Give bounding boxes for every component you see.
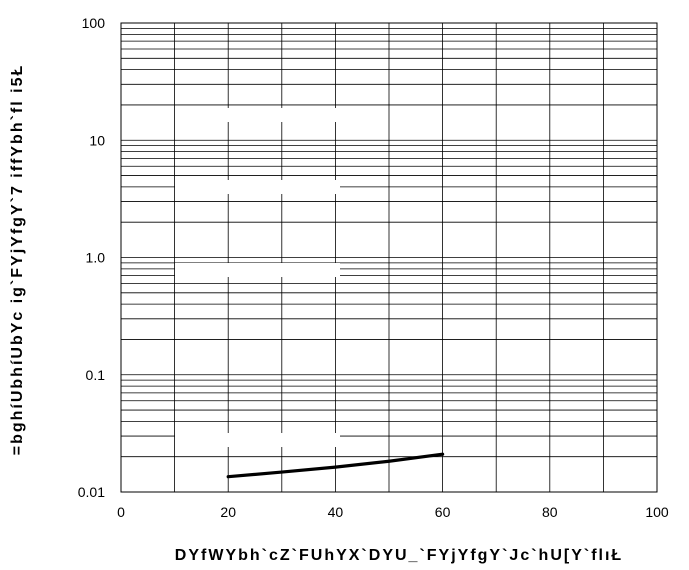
series-group (226, 452, 445, 479)
watermark-mask (175, 108, 340, 122)
y-axis-title: =bghíUbhíUbYc ig`FYjYfgY`7 iffYbh`fl i5Ł (9, 64, 26, 456)
x-tick-label: 100 (645, 504, 669, 520)
y-tick-label: 0.01 (78, 484, 105, 500)
series-line (226, 452, 445, 479)
watermark-mask (175, 433, 340, 447)
watermark-mask (175, 263, 340, 277)
y-tick-label: 1.0 (86, 250, 106, 266)
y-tick-label: 10 (89, 132, 105, 148)
watermark-masks (175, 108, 340, 447)
watermark-mask (175, 180, 340, 194)
y-tick-label: 0.1 (86, 367, 106, 383)
x-tick-label: 60 (435, 504, 451, 520)
x-axis-title: DYfWYbh`cZ`FUhYX`DYU_`FYjYfgY`Jc`hU[Y`fl… (175, 547, 623, 564)
y-tick-label: 100 (82, 15, 106, 31)
x-tick-label: 0 (117, 504, 125, 520)
x-tick-labels: 0 20 40 60 80 100 (117, 504, 669, 520)
chart-grid (121, 23, 657, 492)
x-tick-label: 80 (542, 504, 558, 520)
x-tick-label: 40 (328, 504, 344, 520)
plot-frame (120, 22, 658, 493)
x-tick-label: 20 (220, 504, 236, 520)
y-tick-labels: 0.01 0.1 1.0 10 100 (78, 15, 105, 500)
